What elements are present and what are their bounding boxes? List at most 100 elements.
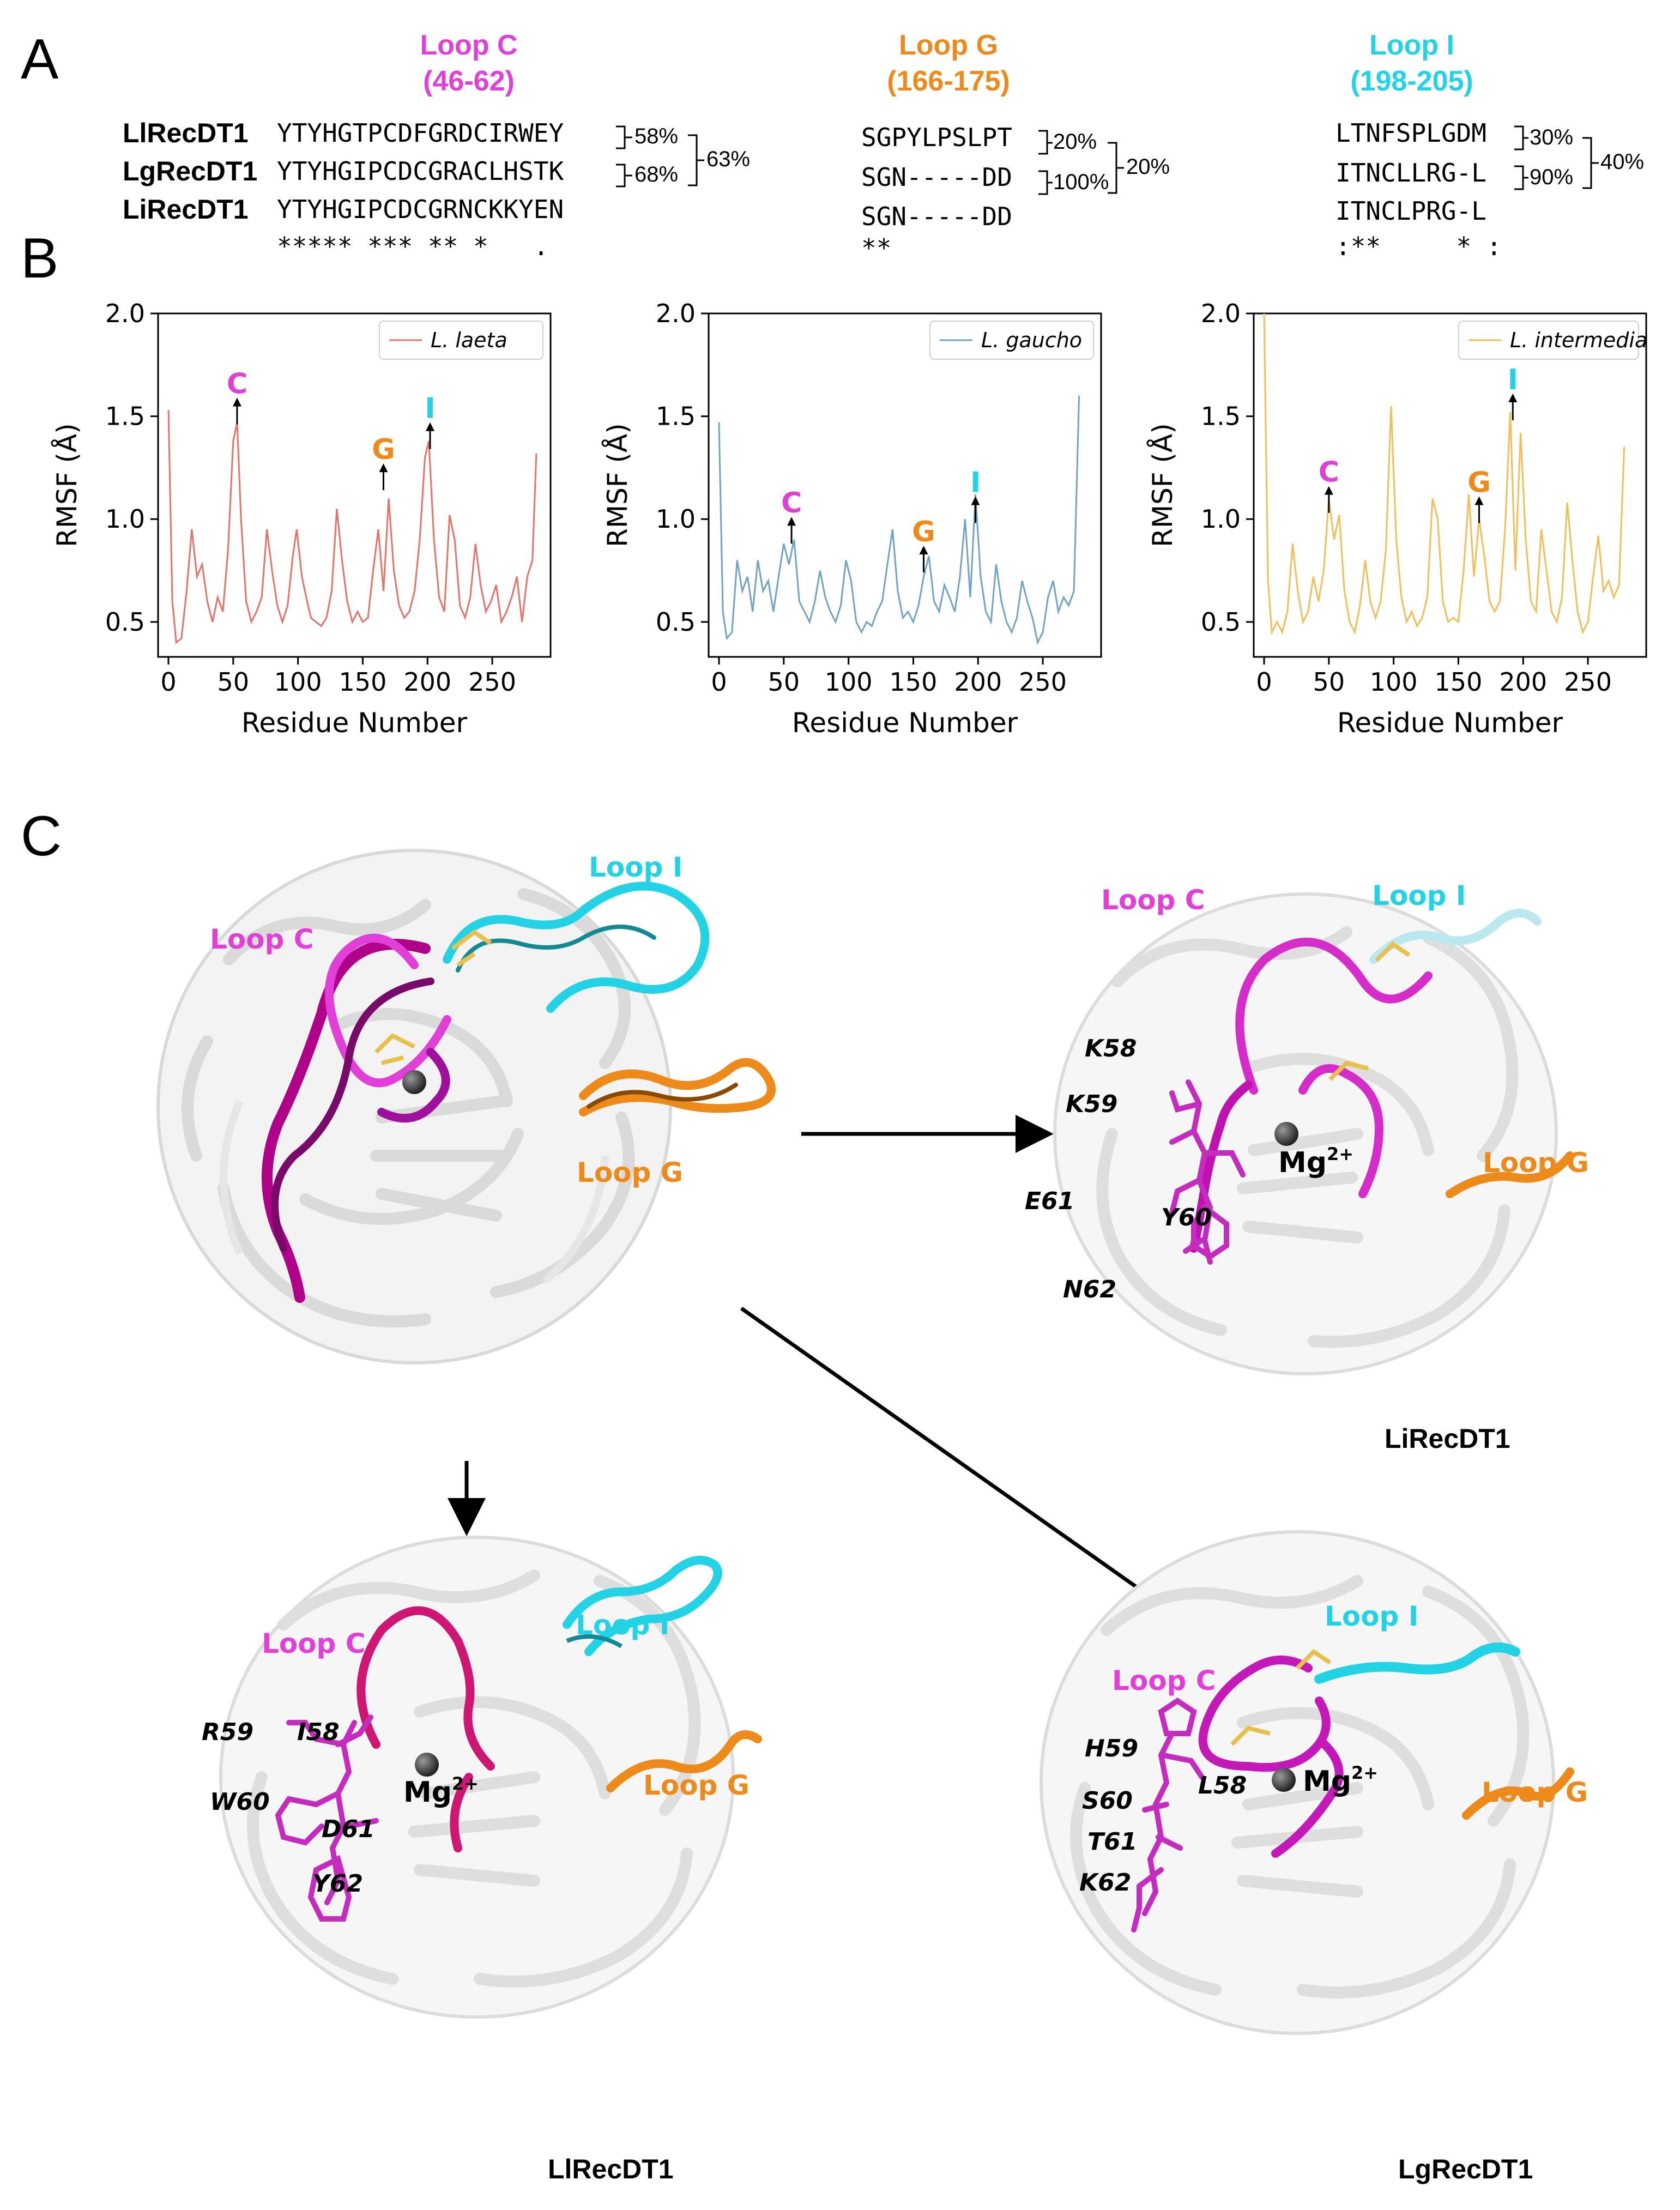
panel-label-c: C [21,805,62,868]
annotation-arrow-head [426,422,435,431]
lg-residue-t61: T61 [1087,1828,1137,1856]
lg-mg-ion [1272,1768,1296,1792]
annotation-label: G [1467,467,1491,499]
lg-loop-i-label: Loop I [1325,1601,1418,1632]
y-tick-label: 0.5 [656,607,696,637]
loop-c-pct-lg-li: 68% [634,162,679,186]
loop-g-pct-lg-li: 100% [1053,170,1109,194]
x-tick-label: 0 [711,667,727,697]
y-tick-label: 1.0 [1201,504,1241,534]
x-tick-label: 0 [160,667,176,697]
loop-c-pct-overall: 63% [706,147,751,171]
loop-g-pct-overall: 20% [1126,155,1170,179]
x-tick-label: 150 [339,667,387,697]
loop-i-seq-lg: ITNCLLRG-L [1335,158,1486,188]
ll-structure-name: LlRecDT1 [548,2154,674,2184]
li-residue-y60: Y60 [1161,1204,1212,1231]
rmsf-series-line [167,410,537,644]
x-tick-label: 50 [217,667,250,697]
y-tick-label: 1.5 [105,402,145,431]
li-loop-c-label: Loop C [1101,884,1205,916]
overlay-mg-ion [402,1070,426,1094]
loop-g-title: Loop G (166-175) [839,27,1057,99]
alignment-brackets [616,125,1599,195]
loop-i-pct-lg-li: 90% [1530,165,1574,189]
annotation-arrow-head [919,546,928,555]
annotation-arrow-head [1474,496,1484,505]
x-tick-label: 250 [1019,667,1067,697]
legend-box [379,321,543,360]
loop-g-seq-lg: SGN-----DD [861,162,1012,192]
loop-c-seq-lg: YTYHGIPCDCGRACLHSTK [277,156,564,186]
ll-structure: Mg2+ Loop C Loop I Loop G R59 I58 W60 D6… [202,1536,762,2019]
overlay-structure: Loop I Loop C Loop G [156,849,776,1364]
x-axis-label: Residue Number [241,707,468,739]
li-residue-k58: K58 [1085,1035,1137,1062]
x-axis-label: Residue Number [1337,707,1563,739]
x-tick-label: 150 [890,667,938,697]
loop-c-pct-ll-lg: 58% [634,124,679,148]
lg-structure: Mg2+ Loop C Loop I Loop G H59 L58 S60 T6… [1040,1530,1588,2035]
x-tick-label: 50 [768,667,800,697]
loop-i-seq-ll: LTNFSPLGDM [1335,118,1486,148]
ll-residue-d61: D61 [322,1815,375,1843]
ll-mg-ion [415,1753,439,1777]
y-tick-label: 1.0 [656,504,696,534]
y-tick-label: 0.5 [105,607,145,637]
loop-g-title-range: (166-175) [887,65,1010,97]
loop-g-title-name: Loop G [899,29,998,61]
loop-i-pct-overall: 40% [1600,150,1645,174]
legend-box [1458,321,1639,360]
ll-residue-r59: R59 [202,1718,253,1746]
loop-c-title-name: Loop C [420,29,518,61]
li-loop-g-label: Loop G [1483,1147,1589,1179]
legend-label: L. gaucho [981,328,1082,352]
ll-loop-i-label: Loop I [576,1609,669,1641]
x-tick-label: 0 [1256,667,1272,697]
loop-i-title-range: (198-205) [1350,65,1473,97]
x-tick-label: 200 [1499,667,1547,697]
annotation-label: G [912,516,935,548]
loop-c-seq-li: YTYHGIPCDCGRNCKKYEN [277,195,564,224]
loop-c-seq-ll: YTYHGTPCDFGRDCIRWEY [277,118,564,148]
x-tick-label: 100 [274,667,322,697]
y-tick-label: 1.0 [105,504,145,534]
loop-i-pct-ll-lg: 30% [1530,125,1574,149]
plot-frame [157,312,552,658]
y-tick-label: 2.0 [105,299,145,328]
annotation-arrow-head [379,463,388,473]
lg-loop-g-label: Loop G [1482,1777,1588,1808]
annotation-label: I [1508,364,1518,396]
structure-panel: Loop I Loop C Loop G Mg2+ Loop [156,849,1589,2035]
x-axis-label: Residue Number [792,707,1018,739]
annotation-arrow-head [787,517,796,526]
x-tick-label: 150 [1435,667,1483,697]
li-structure: Mg2+ Loop C Loop I Loop G K58 K59 E61 Y6… [1025,880,1589,1375]
annotation-arrow-head [971,496,980,505]
y-axis-label: RMSF (Å) [51,423,83,547]
seq-name-lg: LgRecDT1 [123,156,258,186]
loop-c-conservation: ***** *** ** * . [277,232,549,261]
arrow-to-lg [740,1307,1179,1617]
lg-mg-label: Mg2+ [1303,1762,1378,1798]
annotation-label: C [227,367,247,400]
y-axis-label: RMSF (Å) [1147,423,1179,547]
overlay-loop-g-label: Loop G [577,1157,683,1188]
overlay-loop-c-label: Loop C [210,923,313,955]
annotation-label: G [372,433,395,466]
loop-c-title-range: (46-62) [423,65,515,97]
annotation-arrow-head [232,397,241,407]
plot-frame [1253,312,1647,658]
y-tick-label: 2.0 [656,299,696,328]
loop-g-pct-ll-lg: 20% [1053,130,1097,154]
annotation-label: I [970,467,981,499]
lg-structure-name: LgRecDT1 [1398,2154,1533,2184]
lg-residue-h59: H59 [1085,1735,1138,1762]
legend-label: L. laeta [431,328,507,352]
li-mg-ion [1274,1122,1298,1146]
annotation-arrow-head [1324,486,1333,495]
legend-label: L. intermedia [1510,328,1647,352]
